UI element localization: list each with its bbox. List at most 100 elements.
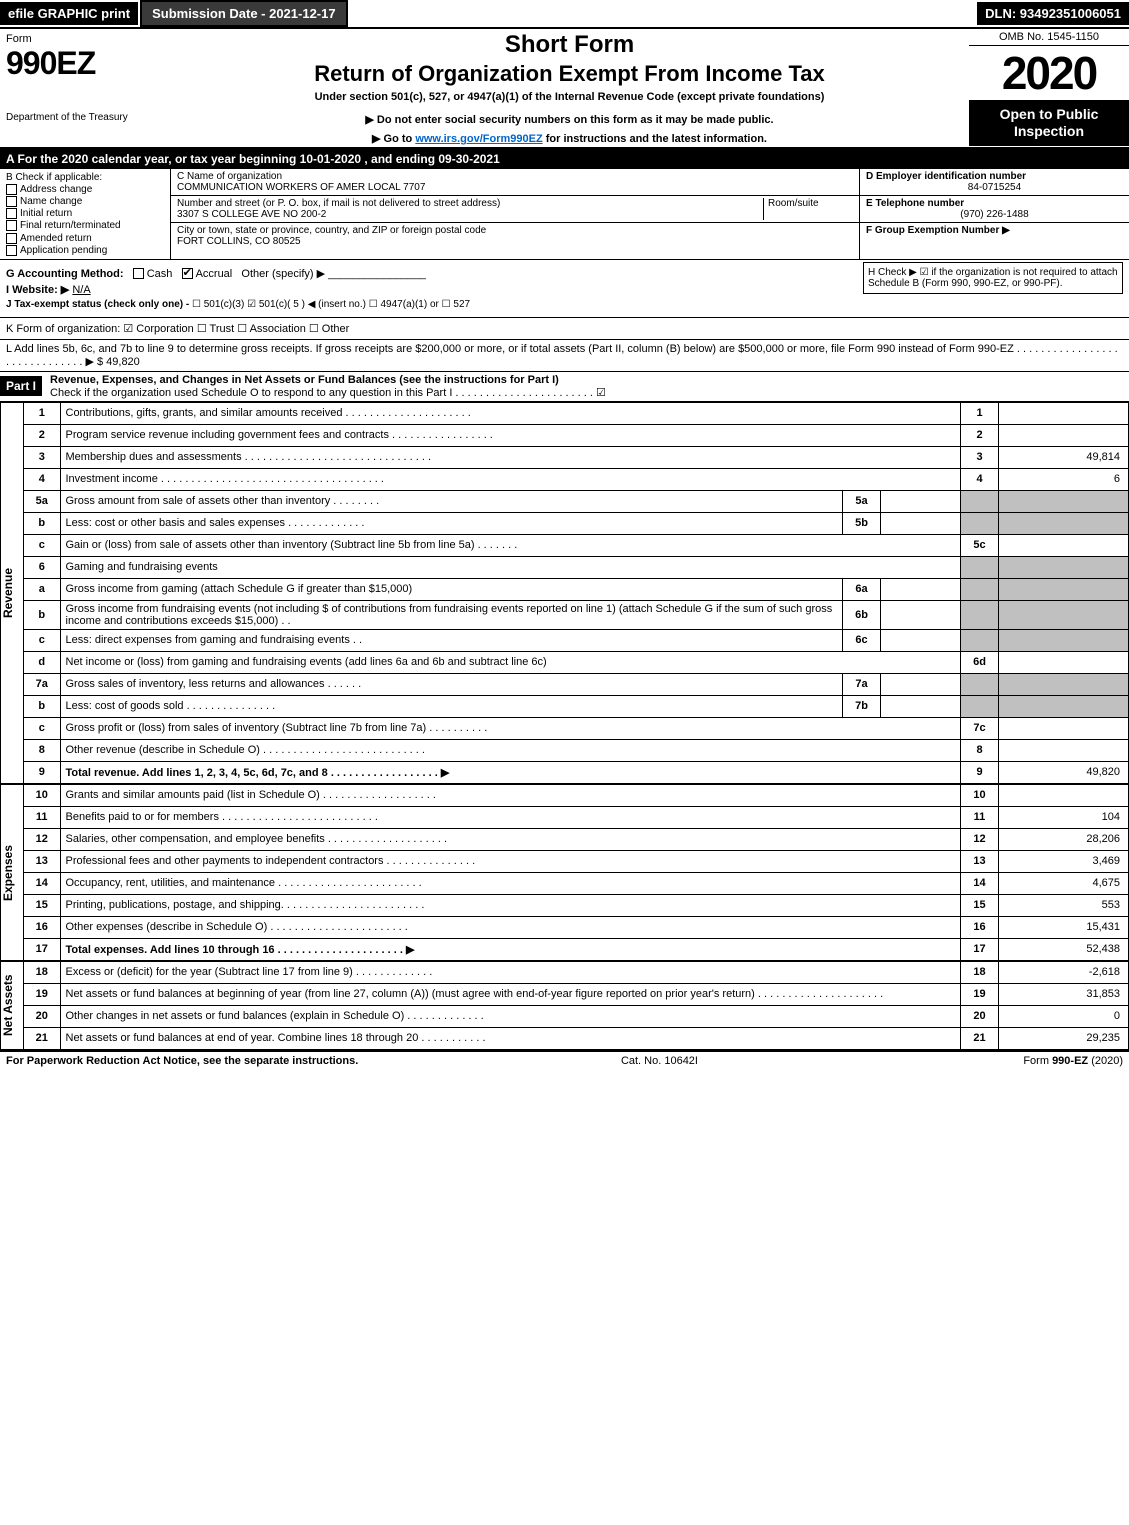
netassets-table: 18Excess or (deficit) for the year (Subt…: [24, 961, 1129, 1050]
city-value: FORT COLLINS, CO 80525: [177, 236, 853, 247]
inspection-label: Open to Public Inspection: [969, 100, 1129, 146]
check-column: B Check if applicable: Address change Na…: [0, 169, 170, 259]
line-row: bLess: cost of goods sold . . . . . . . …: [24, 695, 1129, 717]
j-tax-exempt-label: J Tax-exempt status (check only one) -: [6, 299, 189, 310]
line-row: 5aGross amount from sale of assets other…: [24, 490, 1129, 512]
efile-print-label[interactable]: efile GRAPHIC print: [0, 2, 138, 25]
i-website-label: I Website: ▶: [6, 284, 69, 296]
line-row: 9Total revenue. Add lines 1, 2, 3, 4, 5c…: [24, 761, 1129, 783]
netassets-side-label: Net Assets: [0, 961, 24, 1050]
form-number: 990EZ: [6, 45, 164, 82]
check-initial-return[interactable]: Initial return: [6, 208, 164, 219]
line-row: 4Investment income . . . . . . . . . . .…: [24, 468, 1129, 490]
dln-number: DLN: 93492351006051: [977, 2, 1129, 25]
line-row: cGross profit or (loss) from sales of in…: [24, 717, 1129, 739]
line-row: 2Program service revenue including gover…: [24, 424, 1129, 446]
footer-bar: For Paperwork Reduction Act Notice, see …: [0, 1050, 1129, 1070]
meta-section: H Check ▶ ☑ if the organization is not r…: [0, 260, 1129, 318]
org-info-block: B Check if applicable: Address change Na…: [0, 169, 1129, 260]
check-amended-return[interactable]: Amended return: [6, 233, 164, 244]
check-final-return[interactable]: Final return/terminated: [6, 220, 164, 231]
line-row: cGain or (loss) from sale of assets othe…: [24, 534, 1129, 556]
short-form-title: Short Form: [178, 31, 961, 59]
ein-value: 84-0715254: [866, 182, 1123, 193]
line-row: 18Excess or (deficit) for the year (Subt…: [24, 961, 1129, 983]
line-row: 3Membership dues and assessments . . . .…: [24, 446, 1129, 468]
subtitle: Under section 501(c), 527, or 4947(a)(1)…: [178, 91, 961, 103]
line-row: 15Printing, publications, postage, and s…: [24, 894, 1129, 916]
form-footer-label: Form 990-EZ (2020): [1023, 1055, 1123, 1067]
revenue-section: Revenue 1Contributions, gifts, grants, a…: [0, 402, 1129, 784]
g-accounting-label: G Accounting Method:: [6, 268, 124, 280]
phone-value: (970) 226-1488: [866, 209, 1123, 220]
line-row: 11Benefits paid to or for members . . . …: [24, 806, 1129, 828]
line-row: 14Occupancy, rent, utilities, and mainte…: [24, 872, 1129, 894]
cash-checkbox[interactable]: [133, 268, 144, 279]
room-suite-label: Room/suite: [763, 198, 853, 220]
tax-year: 2020: [969, 46, 1129, 100]
id-column: D Employer identification number 84-0715…: [859, 169, 1129, 259]
tax-period: A For the 2020 calendar year, or tax yea…: [0, 149, 1129, 169]
line-row: 19Net assets or fund balances at beginni…: [24, 983, 1129, 1005]
line-row: dNet income or (loss) from gaming and fu…: [24, 651, 1129, 673]
netassets-section: Net Assets 18Excess or (deficit) for the…: [0, 961, 1129, 1050]
top-bar: efile GRAPHIC print Submission Date - 20…: [0, 0, 1129, 29]
check-application-pending[interactable]: Application pending: [6, 245, 164, 256]
goto-suffix: for instructions and the latest informat…: [543, 133, 767, 145]
check-name-change[interactable]: Name change: [6, 196, 164, 207]
goto-instructions: ▶ Go to www.irs.gov/Form990EZ for instru…: [178, 132, 961, 145]
line-row: bGross income from fundraising events (n…: [24, 600, 1129, 629]
l-gross-receipts: L Add lines 5b, 6c, and 7b to line 9 to …: [0, 340, 1129, 372]
line-row: 10Grants and similar amounts paid (list …: [24, 784, 1129, 806]
d-ein-label: D Employer identification number: [866, 171, 1123, 182]
line-row: cLess: direct expenses from gaming and f…: [24, 629, 1129, 651]
submission-date: Submission Date - 2021-12-17: [140, 0, 348, 27]
line-row: 12Salaries, other compensation, and empl…: [24, 828, 1129, 850]
line-row: aGross income from gaming (attach Schedu…: [24, 578, 1129, 600]
line-row: 20Other changes in net assets or fund ba…: [24, 1005, 1129, 1027]
expenses-side-label: Expenses: [0, 784, 24, 961]
expenses-table: 10Grants and similar amounts paid (list …: [24, 784, 1129, 961]
line-row: 7aGross sales of inventory, less returns…: [24, 673, 1129, 695]
street-label: Number and street (or P. O. box, if mail…: [177, 198, 763, 209]
part-1-label: Part I: [0, 376, 42, 396]
revenue-table: 1Contributions, gifts, grants, and simil…: [24, 402, 1129, 784]
check-address-change[interactable]: Address change: [6, 184, 164, 195]
j-options: ☐ 501(c)(3) ☑ 501(c)( 5 ) ◀ (insert no.)…: [192, 299, 470, 310]
irs-link[interactable]: www.irs.gov/Form990EZ: [415, 133, 542, 145]
form-header: Form 990EZ Department of the Treasury Sh…: [0, 29, 1129, 149]
line-row: bLess: cost or other basis and sales exp…: [24, 512, 1129, 534]
goto-prefix: ▶ Go to: [372, 133, 415, 145]
line-row: 21Net assets or fund balances at end of …: [24, 1027, 1129, 1049]
line-row: 6Gaming and fundraising events: [24, 556, 1129, 578]
accrual-checkbox[interactable]: [182, 268, 193, 279]
expenses-section: Expenses 10Grants and similar amounts pa…: [0, 784, 1129, 961]
omb-number: OMB No. 1545-1150: [969, 29, 1129, 46]
line-row: 1Contributions, gifts, grants, and simil…: [24, 402, 1129, 424]
c-name-label: C Name of organization: [177, 171, 853, 182]
street-value: 3307 S COLLEGE AVE NO 200-2: [177, 209, 763, 220]
part-1-title: Revenue, Expenses, and Changes in Net As…: [50, 374, 1121, 386]
ssn-notice: ▶ Do not enter social security numbers o…: [178, 113, 961, 126]
part-1-check-o: Check if the organization used Schedule …: [50, 386, 1121, 399]
e-phone-label: E Telephone number: [866, 198, 1123, 209]
k-form-org: K Form of organization: ☑ Corporation ☐ …: [0, 318, 1129, 340]
city-label: City or town, state or province, country…: [177, 225, 853, 236]
line-row: 8Other revenue (describe in Schedule O) …: [24, 739, 1129, 761]
b-check-label: B Check if applicable:: [6, 172, 164, 183]
main-title: Return of Organization Exempt From Incom…: [178, 61, 961, 87]
revenue-side-label: Revenue: [0, 402, 24, 784]
line-row: 13Professional fees and other payments t…: [24, 850, 1129, 872]
f-group-label: F Group Exemption Number ▶: [866, 225, 1123, 236]
catalog-number: Cat. No. 10642I: [621, 1055, 698, 1067]
h-schedule-b-check: H Check ▶ ☑ if the organization is not r…: [863, 262, 1123, 294]
line-row: 16Other expenses (describe in Schedule O…: [24, 916, 1129, 938]
org-column: C Name of organization COMMUNICATION WOR…: [170, 169, 859, 259]
org-name: COMMUNICATION WORKERS OF AMER LOCAL 7707: [177, 182, 853, 193]
part-1-header-row: Part I Revenue, Expenses, and Changes in…: [0, 372, 1129, 402]
department-label: Department of the Treasury: [6, 112, 164, 123]
form-label: Form: [6, 33, 164, 45]
paperwork-notice: For Paperwork Reduction Act Notice, see …: [6, 1055, 358, 1067]
other-method-label: Other (specify) ▶: [241, 268, 325, 280]
website-value: N/A: [72, 284, 90, 296]
